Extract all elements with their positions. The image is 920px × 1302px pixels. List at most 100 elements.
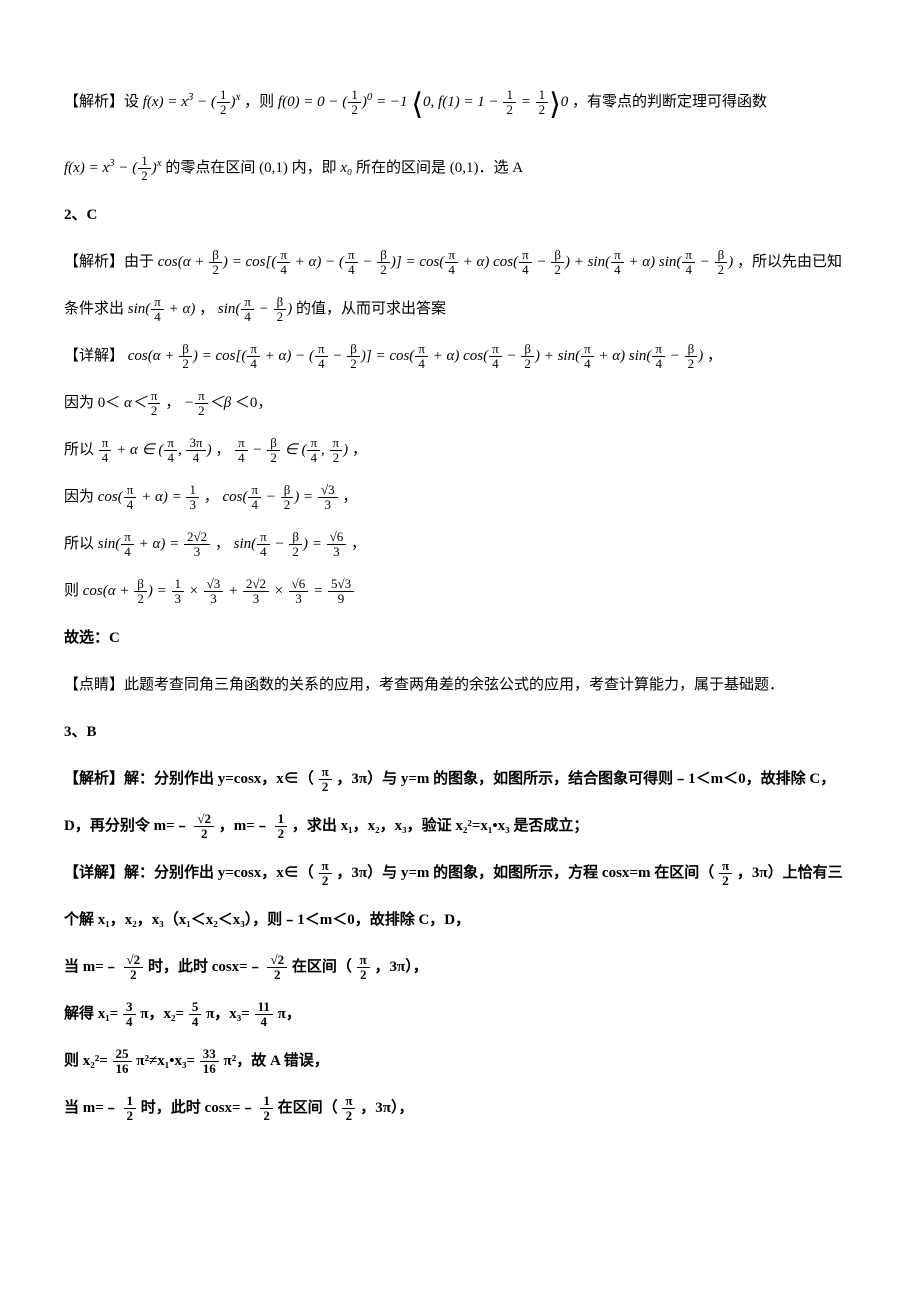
text: 时，此时 cosx=﹣ (148, 959, 263, 975)
text: ， (707, 348, 722, 364)
text: 时，此时 cosx=﹣ (141, 1100, 256, 1116)
text: 条件求出 (64, 301, 128, 317)
analysis-3-line1b: D，再分别令 m=﹣ √22 ，m=﹣ 12 ，求出 x₁，x₂，x₃，验证 x… (64, 810, 856, 843)
choice-c: 故选：C (64, 622, 856, 655)
frac: 12 (274, 818, 289, 834)
text: ， (352, 442, 367, 458)
text: 【详解】 (64, 348, 124, 364)
analysis-1-line2: f(x) = x3 − (12)x 的零点在区间 (0,1) 内，即 x₀ 所在… (64, 152, 856, 185)
text: ，则 (244, 94, 278, 110)
text: 在区间（ (292, 959, 352, 975)
text: π，x₂= (140, 1006, 184, 1022)
frac: √22 (266, 959, 288, 975)
frac: 12 (259, 1100, 274, 1116)
solve-x: 解得 x₁= 34 π，x₂= 54 π，x₃= 114 π， (64, 998, 856, 1031)
text: 【详解】解：分别作出 y=cosx，x∈（ (64, 865, 314, 881)
frac: 3316 (199, 1053, 220, 1069)
frac: 2516 (112, 1053, 133, 1069)
text: 当 m=﹣ (64, 959, 119, 975)
text: ，有零点的判断定理可得函数 (572, 94, 767, 110)
case-m-half: 当 m=﹣ 12 时，此时 cosx=﹣ 12 在区间（ π2 ，3π）， (64, 1092, 856, 1125)
frac: π2 (718, 865, 733, 881)
eq: π4 − β2 ∈ (π4, π2) (234, 442, 348, 458)
frac: √22 (193, 818, 215, 834)
eq: cos(π4 − β2) = √33 (222, 489, 338, 505)
text: 的值，从而可求出答案 (296, 301, 446, 317)
text: ＜0， (235, 395, 273, 411)
frac: π2 (318, 771, 333, 787)
frac: 54 (188, 1006, 203, 1022)
text: 【解析】由于 (64, 254, 158, 270)
text: 则 x₂²= (64, 1053, 108, 1069)
comment: 【点睛】此题考查同角三角函数的关系的应用，考查两角差的余弦公式的应用，考查计算能… (64, 669, 856, 702)
text: ， (199, 301, 214, 317)
eq: sin(π4 + α) (128, 301, 196, 317)
text: π，x₃= (206, 1006, 250, 1022)
eq: cos(α + β2) = cos[(π4 + α) − (π4 − β2)] … (158, 254, 733, 270)
text: π²，故 A 错误， (224, 1053, 329, 1069)
text: ，3π）与 y=m 的图象，如图所示，方程 cosx=m 在区间（ (336, 865, 714, 881)
eq: π4 + α ∈ (π4, 3π4) (98, 442, 212, 458)
eq: −π2＜β (184, 395, 231, 411)
text: 解得 x₁= (64, 1006, 118, 1022)
text: ，3π）， (375, 959, 428, 975)
check-a: 则 x₂²= 2516 π²≠x₁•x₃= 3316 π²，故 A 错误， (64, 1045, 856, 1078)
text: π²≠x₁•x₃= (136, 1053, 195, 1069)
text: 【解析】设 (64, 94, 143, 110)
answer-3: 3、B (64, 716, 856, 749)
text: 所以 (64, 536, 98, 552)
eq: sin(π4 − β2) = √63 (234, 536, 348, 552)
text: 的零点在区间 (0,1) 内，即 (165, 160, 340, 176)
text: ，3π）上恰有三 (737, 865, 843, 881)
cos-values: 因为 cos(π4 + α) = 13 ， cos(π4 − β2) = √33… (64, 481, 856, 514)
eq: sin(π4 − β2) (218, 301, 292, 317)
text: ， (215, 536, 230, 552)
text: 所在的区间是 (0,1)．选 A (356, 160, 523, 176)
answer-2: 2、C (64, 199, 856, 232)
text: ， (165, 395, 180, 411)
eq: cos(α + β2) = cos[(π4 + α) − (π4 − β2)] … (128, 348, 703, 364)
detail-3-line1: 【详解】解：分别作出 y=cosx，x∈（ π2 ，3π）与 y=m 的图象，如… (64, 857, 856, 890)
range-alpha-beta: 因为 0＜ α＜π2 ， −π2＜β ＜0， (64, 387, 856, 420)
text: 在区间（ (278, 1100, 338, 1116)
analysis-1-line1: 【解析】设 f(x) = x3 − (12)x ，则 f(0) = 0 − (1… (64, 72, 856, 138)
analysis-3-line1: 【解析】解：分别作出 y=cosx，x∈（ π2 ，3π）与 y=m 的图象，如… (64, 763, 856, 796)
eq: cos(π4 + α) = 13 (98, 489, 200, 505)
text: 因为 (64, 489, 98, 505)
text: ， (204, 489, 219, 505)
text: ，所以先由已知 (737, 254, 842, 270)
text: 当 m=﹣ (64, 1100, 119, 1116)
eq: f(x) = x3 − (12)x (64, 160, 162, 176)
eq: sin(π4 + α) = 2√23 (98, 536, 211, 552)
sym: x₀ (340, 160, 352, 176)
text: ， (342, 489, 357, 505)
text: π， (278, 1006, 301, 1022)
frac: 114 (254, 1006, 274, 1022)
eq: f(0) = 0 − (12)0 = −1 ⟨0, f(1) = 1 − 12 … (278, 94, 568, 110)
text: 因为 0＜ (64, 395, 120, 411)
text: ，m=﹣ (219, 818, 270, 834)
frac: π2 (356, 959, 371, 975)
text: 所以 (64, 442, 98, 458)
frac: √22 (123, 959, 145, 975)
frac: π2 (318, 865, 333, 881)
analysis-2-line2: 条件求出 sin(π4 + α) ， sin(π4 − β2) 的值，从而可求出… (64, 293, 856, 326)
eq: α＜π2 (124, 395, 161, 411)
range-intervals: 所以 π4 + α ∈ (π4, 3π4) ， π4 − β2 ∈ (π4, π… (64, 434, 856, 467)
frac: 34 (122, 1006, 137, 1022)
case-m-r2: 当 m=﹣ √22 时，此时 cosx=﹣ √22 在区间（ π2 ，3π）， (64, 951, 856, 984)
detail-3-line1b: 个解 x₁，x₂，x₃（x₁＜x₂＜x₃），则﹣1＜m＜0，故排除 C，D， (64, 904, 856, 937)
text: ，3π）与 y=m 的图象，如图所示，结合图象可得则﹣1＜m＜0，故排除 C， (336, 771, 835, 787)
frac: 12 (123, 1100, 138, 1116)
eq: f(x) = x3 − (12)x (143, 94, 241, 110)
text: ，3π）， (360, 1100, 413, 1116)
analysis-2-line1: 【解析】由于 cos(α + β2) = cos[(π4 + α) − (π4 … (64, 246, 856, 279)
text: ， (215, 442, 230, 458)
frac: π2 (341, 1100, 356, 1116)
text: ， (351, 536, 366, 552)
eq: cos(α + β2) = 13 × √33 + 2√23 × √63 = 5√… (83, 583, 355, 599)
detail-line1: 【详解】 cos(α + β2) = cos[(π4 + α) − (π4 − … (64, 340, 856, 373)
text: D，再分别令 m=﹣ (64, 818, 190, 834)
text: 则 (64, 583, 83, 599)
text: 【解析】解：分别作出 y=cosx，x∈（ (64, 771, 314, 787)
